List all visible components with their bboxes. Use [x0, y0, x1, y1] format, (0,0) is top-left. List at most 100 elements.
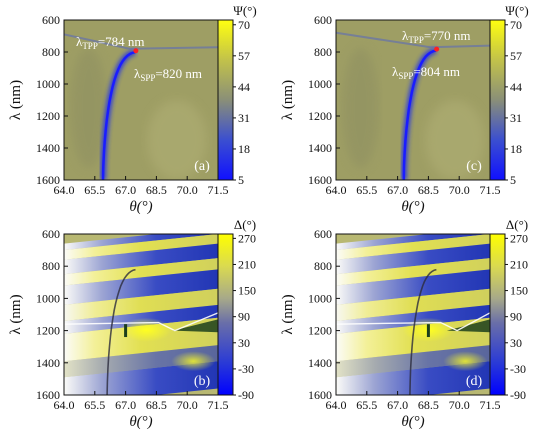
x-tick-label: 68.5: [418, 398, 439, 412]
colorbar-tick-label: 90: [510, 310, 522, 324]
colorbar-tick-label: 150: [238, 284, 256, 298]
colorbar-tick-label: 210: [510, 257, 528, 271]
phase-hotspot: [171, 351, 216, 372]
phase-band: [64, 258, 218, 286]
x-axis-label: θ(°): [129, 414, 152, 430]
spp-resonance-core: [101, 50, 136, 180]
y-tick-label: 600: [42, 227, 60, 241]
y-tick-label: 600: [42, 13, 60, 27]
colorbar-title: Ψ(°): [233, 3, 256, 18]
phase-band: [64, 288, 218, 321]
y-tick-label: 1400: [308, 141, 332, 155]
panel-label: (b): [194, 374, 211, 389]
heatmap-area: [336, 234, 490, 395]
heatmap-area: [336, 20, 490, 180]
y-tick-label: 1600: [308, 173, 332, 187]
y-tick-label: 1200: [36, 324, 60, 338]
x-axis-label: θ(°): [129, 199, 152, 215]
x-tick-label: 65.5: [84, 183, 105, 197]
y-axis-label: λ (nm): [280, 80, 296, 120]
y-tick-label: 1400: [36, 141, 60, 155]
colorbar-tick-label: 70: [238, 18, 250, 32]
x-tick-label: 70.0: [177, 183, 198, 197]
x-tick-label: 65.5: [356, 183, 377, 197]
phase-band: [64, 234, 218, 260]
phase-band: [336, 304, 490, 334]
y-tick-label: 1000: [308, 77, 332, 91]
y-tick-label: 1600: [308, 388, 332, 402]
y-tick-label: 600: [314, 13, 332, 27]
resonance-step-curve: [106, 268, 136, 395]
x-tick-label: 68.5: [418, 183, 439, 197]
phase-band: [336, 288, 490, 321]
phase-band: [64, 361, 218, 395]
y-tick-label: 800: [42, 45, 60, 59]
x-tick-label: 67.0: [387, 398, 408, 412]
x-tick-label: 71.5: [480, 183, 501, 197]
phase-wedge: [172, 319, 218, 333]
colorbar-tick-label: 57: [238, 49, 250, 63]
x-tick-label: 64.0: [54, 398, 75, 412]
y-tick-label: 1000: [36, 77, 60, 91]
phase-band: [336, 234, 490, 260]
colorbar-title: Δ(°): [234, 217, 256, 232]
y-tick-label: 1000: [308, 291, 332, 305]
phase-band: [336, 243, 490, 275]
colorbar: [217, 233, 234, 396]
chart-panel-d: (d) 64.0 65.5 67.0 68.5 70.0 71.5 600 800 1000 120…: [280, 217, 528, 430]
colorbar-tick-label: 44: [510, 80, 522, 94]
resonance-marker: [133, 48, 139, 54]
panel-label: (a): [194, 159, 210, 174]
x-tick-label: 67.0: [115, 398, 136, 412]
colorbar-tick-label: 210: [238, 257, 256, 271]
phase-band: [64, 269, 218, 305]
panel-label: (d): [466, 374, 483, 389]
colorbar-tick-label: 31: [510, 111, 522, 125]
x-tick-label: 71.5: [480, 398, 501, 412]
chart-panel-b: (b) 64.0 65.5 67.0 68.5 70.0 71.5 600 800 1000 120…: [8, 217, 256, 430]
colorbar-tick-label: 44: [238, 80, 250, 94]
phase-wedge: [446, 319, 490, 333]
chart-panel-a: λTPP=784 nm λSPP=820 nm (a) 64.0 65.5 67.0 68.…: [8, 3, 257, 215]
colorbar-tick-label: 30: [238, 336, 250, 350]
y-tick-label: 600: [314, 227, 332, 241]
colorbar-tick-label: -90: [510, 388, 526, 402]
x-tick-label: 65.5: [356, 398, 377, 412]
phase-jump-line: [336, 312, 490, 332]
x-tick-label: 64.0: [326, 183, 347, 197]
resonance-step-curve: [409, 268, 437, 395]
tpp-branch-curve: [336, 31, 490, 49]
x-tick-label: 68.5: [146, 183, 167, 197]
phase-band: [64, 345, 218, 378]
annotation-spp: λSPP=820 nm: [134, 66, 202, 83]
colorbar-tick-label: 30: [510, 336, 522, 350]
heatmap-patch: [342, 48, 379, 168]
y-axis-label: λ (nm): [8, 80, 24, 120]
colorbar-tick-label: -30: [238, 362, 254, 376]
annotation-spp: λSPP=804 nm: [392, 64, 460, 81]
phase-band: [336, 361, 490, 395]
heatmap-patch: [70, 48, 107, 168]
colorbar-tick-label: 70: [510, 18, 522, 32]
colorbar-title: Δ(°): [506, 217, 528, 232]
phase-band: [336, 345, 490, 378]
x-tick-label: 68.5: [146, 398, 167, 412]
colorbar-tick-label: 90: [238, 310, 250, 324]
x-tick-label: 71.5: [208, 398, 229, 412]
colorbar-tick-label: -90: [238, 388, 254, 402]
y-tick-label: 1400: [36, 356, 60, 370]
phase-hotspot: [120, 317, 173, 342]
x-tick-label: 71.5: [208, 183, 229, 197]
phase-band: [336, 269, 490, 305]
y-tick-label: 1600: [36, 388, 60, 402]
colorbar-tick-label: 31: [238, 111, 250, 125]
colorbar: [489, 19, 506, 181]
x-tick-label: 64.0: [326, 398, 347, 412]
y-tick-label: 800: [42, 259, 60, 273]
x-tick-label: 67.0: [387, 183, 408, 197]
y-axis-label: λ (nm): [280, 294, 296, 334]
colorbar-tick-label: 150: [510, 284, 528, 298]
chart-panel-c: λTPP=770 nm λSPP=804 nm (c) 64.0 65.5 67.0 68.…: [280, 3, 529, 215]
phase-hotspot: [443, 351, 488, 372]
colorbar-tick-label: 270: [510, 231, 528, 245]
